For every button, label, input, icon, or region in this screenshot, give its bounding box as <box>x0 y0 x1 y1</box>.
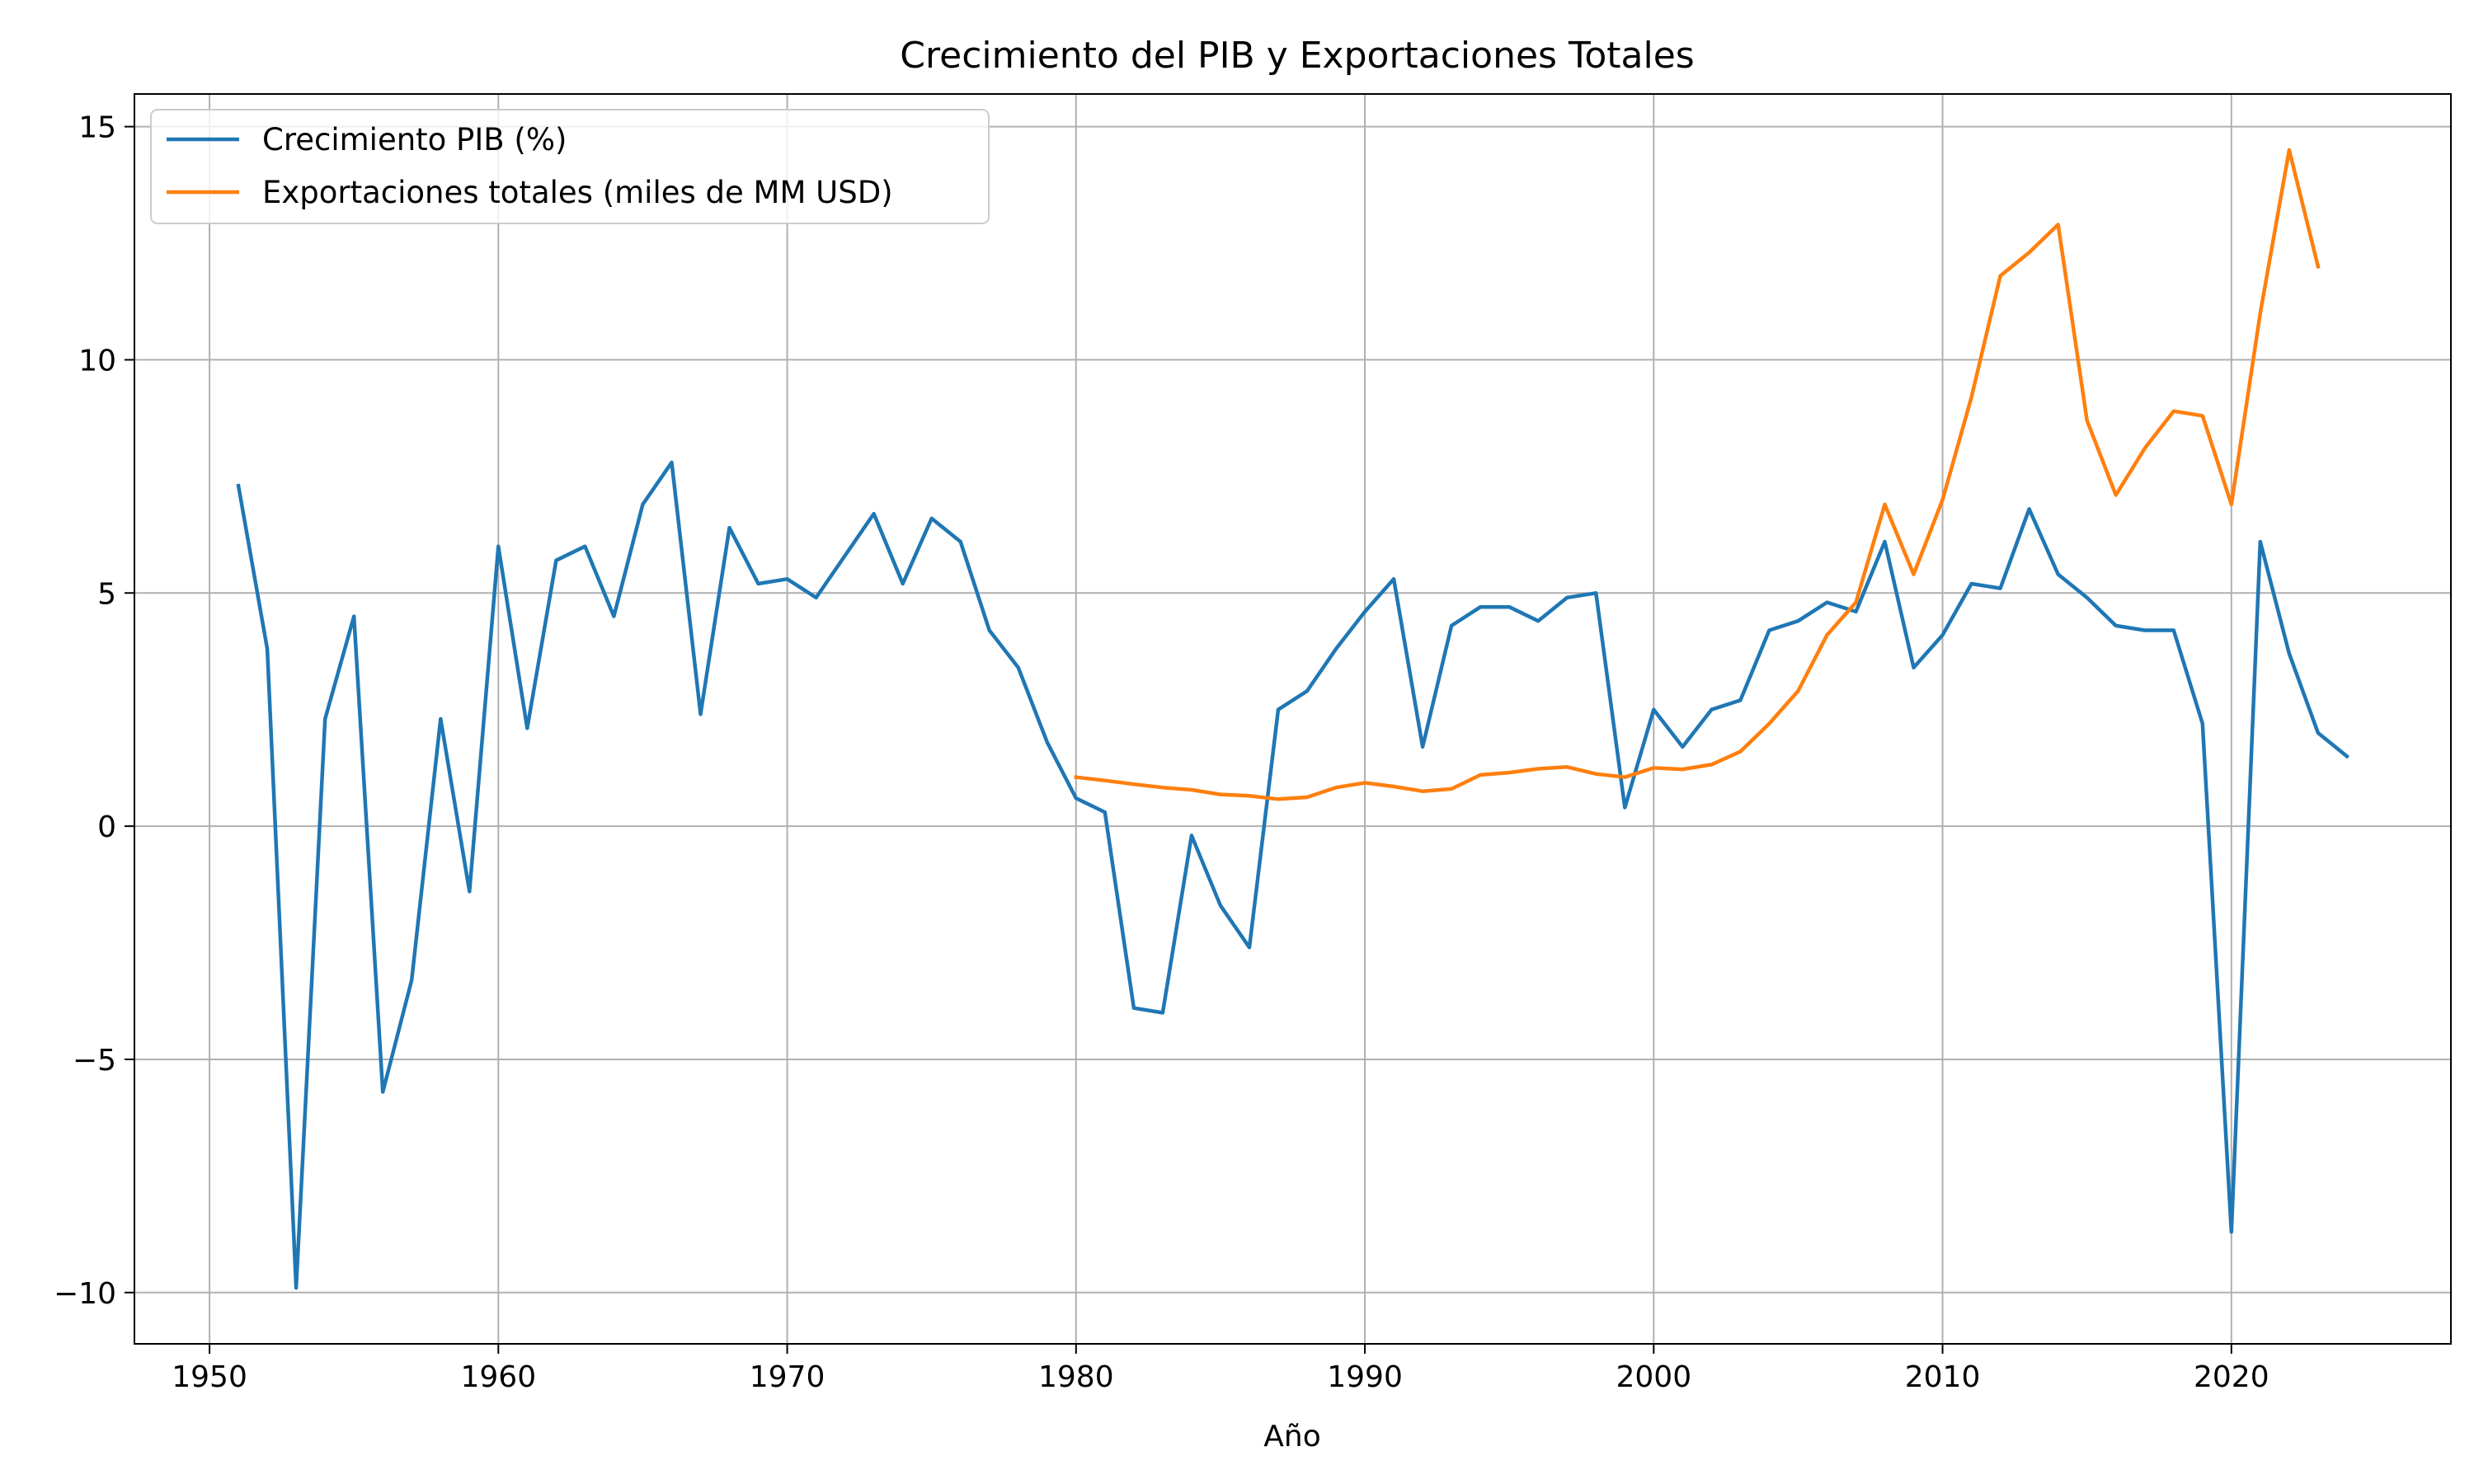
x-axis-label: Año <box>1263 1420 1320 1453</box>
x-tick-label: 1990 <box>1327 1360 1403 1394</box>
y-tick-label: −5 <box>73 1044 116 1078</box>
x-tick-label: 2000 <box>1616 1360 1691 1394</box>
y-tick-label: 10 <box>78 344 116 378</box>
x-axis: 1950 1960 1970 1980 1990 2000 2010 2020 <box>172 1344 2269 1394</box>
y-tick-label: −10 <box>54 1277 116 1311</box>
grid <box>134 94 2451 1344</box>
legend-label-1: Crecimiento PIB (%) <box>262 122 567 157</box>
x-tick-label: 2020 <box>2194 1360 2269 1394</box>
x-tick-label: 1970 <box>750 1360 825 1394</box>
series-line-2 <box>1074 148 2321 801</box>
series-line-1 <box>236 460 2350 1290</box>
x-tick-label: 2010 <box>1905 1360 1981 1394</box>
plot-lines <box>236 148 2350 1290</box>
x-tick-label: 1980 <box>1038 1360 1114 1394</box>
x-tick-label: 1960 <box>461 1360 537 1394</box>
legend-label-2: Exportaciones totales (miles de MM USD) <box>262 175 893 210</box>
y-tick-label: 15 <box>78 111 116 145</box>
y-tick-label: 0 <box>97 810 116 844</box>
x-tick-label: 1950 <box>172 1360 247 1394</box>
y-axis: −10 −5 0 5 10 15 <box>54 111 134 1311</box>
chart-title: Crecimiento del PIB y Exportaciones Tota… <box>900 35 1694 77</box>
legend: Crecimiento PIB (%) Exportaciones totales… <box>150 109 990 224</box>
y-tick-label: 5 <box>97 577 116 611</box>
legend-box <box>150 109 990 224</box>
plot-frame <box>134 93 2452 1345</box>
